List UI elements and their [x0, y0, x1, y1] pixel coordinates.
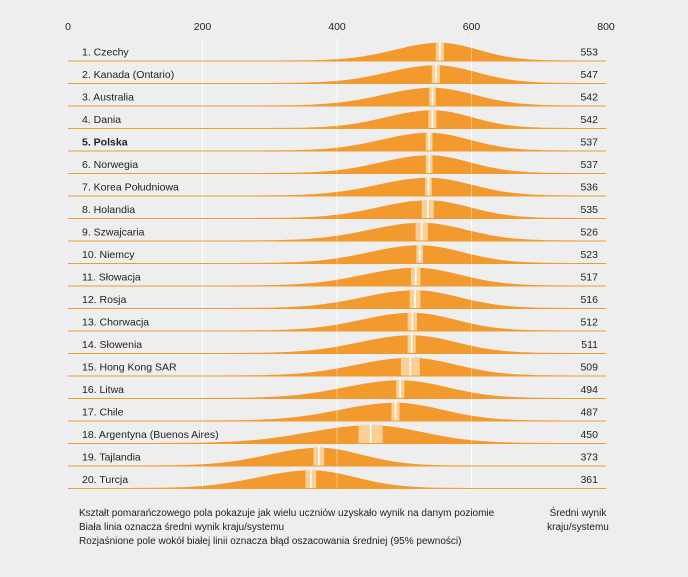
row-6: 6. Norwegia 537 [68, 152, 606, 174]
country-label: 9. Szwajcaria [82, 226, 145, 238]
row-13: 13. Chorwacja 512 [68, 310, 606, 332]
score-header-line-2: kraju/systemu [547, 522, 609, 533]
country-label: 3. Australia [82, 91, 134, 103]
score-label: 537 [580, 159, 598, 171]
row-9: 9. Szwajcaria 526 [68, 220, 606, 242]
country-label: 2. Kanada (Ontario) [82, 69, 174, 81]
country-label: 12. Rosja [82, 294, 127, 306]
score-label: 547 [580, 69, 598, 81]
score-label: 536 [580, 181, 598, 193]
country-label: 20. Turcja [82, 474, 128, 486]
score-label: 517 [580, 271, 598, 283]
x-tick-label-0: 0 [65, 21, 71, 33]
score-header-line-1: Średni wynik [549, 508, 607, 519]
row-5: 5. Polska 537 [68, 130, 606, 152]
chart-rows: 1. Czechy 553 2. Kanada (Ontario) 547 3. Aus… [68, 40, 606, 489]
row-12: 12. Rosja 516 [68, 287, 606, 309]
score-label: 542 [580, 114, 598, 126]
legend-line-3: Rozjaśnione pole wokół białej linii ozna… [79, 536, 462, 547]
x-tick-label-200: 200 [194, 21, 212, 33]
country-label: 8. Holandia [82, 204, 135, 216]
score-label: 494 [580, 384, 598, 396]
x-tick-label-600: 600 [463, 21, 481, 33]
score-label: 373 [580, 451, 598, 463]
country-label: 16. Litwa [82, 384, 124, 396]
score-header: Średni wynik kraju/systemu [530, 507, 626, 535]
row-16: 16. Litwa 494 [68, 377, 606, 399]
score-label: 537 [580, 136, 598, 148]
legend-line-1: Kształt pomarańczowego pola pokazuje jak… [79, 508, 495, 519]
country-label: 7. Korea Południowa [82, 181, 179, 193]
row-3: 3. Australia 542 [68, 85, 606, 107]
country-label: 13. Chorwacja [82, 316, 149, 328]
row-20: 20. Turcja 361 [68, 467, 606, 489]
score-label: 512 [580, 316, 598, 328]
score-label: 526 [580, 226, 598, 238]
row-17: 17. Chile 487 [68, 400, 606, 422]
country-label: 4. Dania [82, 114, 121, 126]
score-label: 535 [580, 204, 598, 216]
score-label: 487 [580, 406, 598, 418]
row-14: 14. Słowenia 511 [68, 332, 606, 354]
country-label: 5. Polska [82, 136, 128, 148]
score-label: 523 [580, 249, 598, 261]
row-2: 2. Kanada (Ontario) 547 [68, 62, 606, 84]
country-label: 15. Hong Kong SAR [82, 361, 177, 373]
country-label: 10. Niemcy [82, 249, 135, 261]
score-label: 516 [580, 294, 598, 306]
row-15: 15. Hong Kong SAR 509 [68, 355, 606, 377]
row-7: 7. Korea Południowa 536 [68, 175, 606, 197]
x-axis-ticks: 0 200 400 600 800 [65, 21, 615, 33]
country-label: 14. Słowenia [82, 339, 142, 351]
x-tick-label-400: 400 [328, 21, 346, 33]
country-label: 6. Norwegia [82, 159, 138, 171]
legend: Kształt pomarańczowego pola pokazuje jak… [79, 507, 494, 549]
row-19: 19. Tajlandia 373 [68, 445, 606, 467]
country-label: 19. Tajlandia [82, 451, 141, 463]
row-18: 18. Argentyna (Buenos Aires) 450 [68, 422, 606, 444]
row-8: 8. Holandia 535 [68, 197, 606, 219]
score-label: 361 [580, 474, 598, 486]
score-label: 553 [580, 46, 598, 58]
country-label: 18. Argentyna (Buenos Aires) [82, 429, 219, 441]
row-10: 10. Niemcy 523 [68, 242, 606, 264]
legend-line-2: Biała linia oznacza średni wynik kraju/s… [79, 522, 285, 533]
country-label: 17. Chile [82, 406, 124, 418]
country-label: 1. Czechy [82, 46, 129, 58]
row-11: 11. Słowacja 517 [68, 265, 606, 287]
score-label: 509 [580, 361, 598, 373]
score-label: 450 [580, 429, 598, 441]
score-label: 542 [580, 91, 598, 103]
score-label: 511 [581, 339, 598, 351]
row-1: 1. Czechy 553 [68, 40, 606, 62]
x-tick-label-800: 800 [597, 21, 615, 33]
country-label: 11. Słowacja [82, 271, 141, 283]
row-4: 4. Dania 542 [68, 107, 606, 129]
